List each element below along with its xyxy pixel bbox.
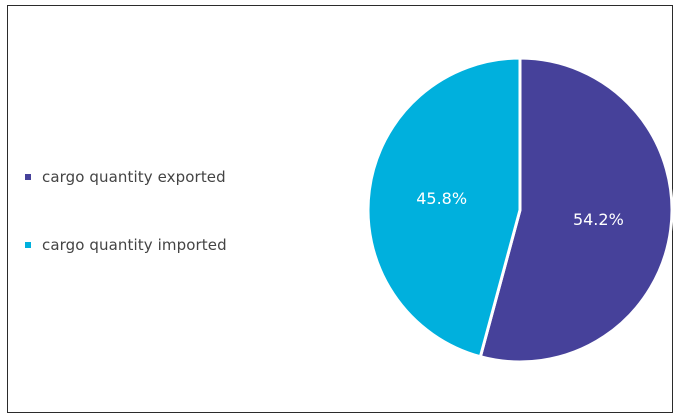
legend-label-exported: cargo quantity exported: [42, 168, 226, 186]
pie-slice-imported: [366, 56, 522, 359]
pie-label-imported: 45.8%: [416, 189, 467, 208]
chart-legend: cargo quantity exported cargo quantity i…: [25, 166, 227, 302]
legend-item-imported: cargo quantity imported: [25, 234, 227, 256]
legend-swatch-imported: [25, 242, 31, 248]
legend-label-imported: cargo quantity imported: [42, 236, 227, 254]
legend-item-exported: cargo quantity exported: [25, 166, 227, 188]
legend-swatch-exported: [25, 174, 31, 180]
pie-slice-exported: [478, 56, 674, 364]
pie-label-exported: 54.2%: [573, 210, 624, 229]
